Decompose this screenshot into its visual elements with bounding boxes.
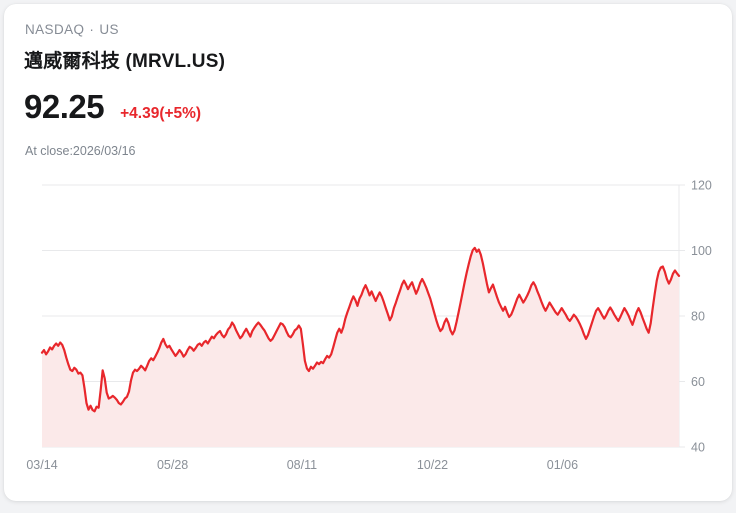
y-axis-label: 60 <box>691 375 705 389</box>
page-title: 邁威爾科技 (MRVL.US) <box>24 51 226 72</box>
chart-line <box>40 246 681 413</box>
exchange-name: NASDAQ <box>25 22 85 37</box>
exchange-separator: · <box>89 22 95 37</box>
x-axis-label: 03/14 <box>26 458 57 472</box>
x-axis-label: 08/11 <box>287 458 317 472</box>
exchange-region: US <box>99 22 119 37</box>
y-axis-label: 100 <box>691 244 712 258</box>
chart-area-fill <box>42 247 679 447</box>
y-axis-label: 80 <box>691 310 705 324</box>
x-axis-label: 05/28 <box>157 458 188 472</box>
y-axis-label: 120 <box>691 179 712 193</box>
y-axis-label: 40 <box>691 441 705 455</box>
x-axis-label: 01/06 <box>547 458 578 472</box>
price-chart[interactable]: 40 60 80 100 120 03/14 05/28 08/11 10/22 01/06 <box>4 164 732 484</box>
x-axis-label: 10/22 <box>417 458 448 472</box>
chart-x-axis-labels: 03/14 05/28 08/11 10/22 01/06 <box>26 458 578 472</box>
price-chart-svg[interactable]: 40 60 80 100 120 03/14 05/28 08/11 10/22 01/06 <box>4 164 732 484</box>
stock-card: NASDAQ · US 邁威爾科技 (MRVL.US) 92.25 +4.39(+5… <box>4 4 732 501</box>
chart-y-axis-labels: 40 60 80 100 120 <box>691 179 712 455</box>
price-row: 92.25 +4.39(+5%) <box>24 88 201 126</box>
current-price: 92.25 <box>24 88 105 125</box>
exchange-row: NASDAQ · US <box>25 22 119 37</box>
price-change: +4.39(+5%) <box>120 105 202 122</box>
close-timestamp: At close:2026/03/16 <box>25 144 136 158</box>
